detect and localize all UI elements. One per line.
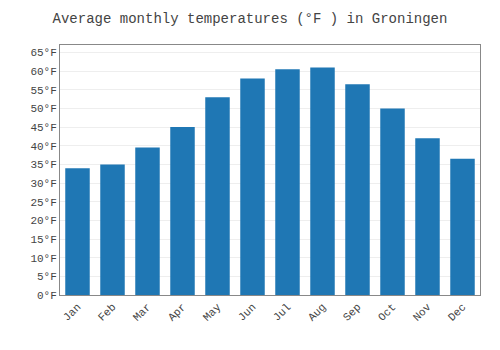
svg-text:Apr: Apr bbox=[166, 301, 188, 323]
svg-text:Nov: Nov bbox=[411, 301, 434, 324]
svg-text:May: May bbox=[201, 301, 224, 324]
svg-text:40°F: 40°F bbox=[30, 141, 56, 153]
svg-text:35°F: 35°F bbox=[30, 159, 56, 171]
svg-text:Feb: Feb bbox=[96, 301, 118, 323]
svg-text:45°F: 45°F bbox=[30, 122, 56, 134]
svg-text:55°F: 55°F bbox=[30, 85, 56, 97]
svg-text:Mar: Mar bbox=[131, 301, 153, 323]
svg-text:15°F: 15°F bbox=[30, 234, 56, 246]
svg-text:Average monthly temperatures (: Average monthly temperatures (°F ) in Gr… bbox=[53, 11, 448, 27]
svg-text:10°F: 10°F bbox=[30, 253, 56, 265]
svg-text:Jul: Jul bbox=[271, 301, 293, 323]
svg-text:20°F: 20°F bbox=[30, 215, 56, 227]
svg-text:Aug: Aug bbox=[306, 301, 328, 323]
svg-text:Oct: Oct bbox=[376, 301, 398, 323]
svg-text:Jan: Jan bbox=[61, 301, 83, 323]
svg-text:5°F: 5°F bbox=[37, 271, 57, 283]
svg-text:Dec: Dec bbox=[446, 301, 468, 323]
svg-text:60°F: 60°F bbox=[30, 66, 56, 78]
svg-text:25°F: 25°F bbox=[30, 197, 56, 209]
svg-text:Jun: Jun bbox=[236, 301, 258, 323]
svg-text:65°F: 65°F bbox=[30, 47, 56, 59]
svg-text:50°F: 50°F bbox=[30, 103, 56, 115]
svg-text:Sep: Sep bbox=[341, 301, 363, 323]
svg-text:30°F: 30°F bbox=[30, 178, 56, 190]
svg-text:0°F: 0°F bbox=[37, 290, 57, 302]
